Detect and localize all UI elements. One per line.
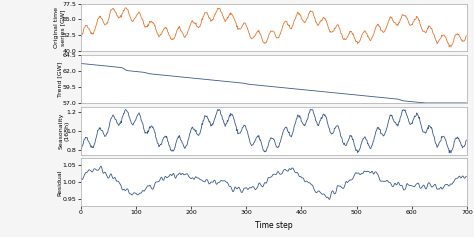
Y-axis label: Original time
series [GW]: Original time series [GW] xyxy=(55,7,65,48)
Y-axis label: Trend [GW]: Trend [GW] xyxy=(57,61,63,97)
Y-axis label: Residual: Residual xyxy=(57,169,63,196)
X-axis label: Time step: Time step xyxy=(255,221,292,230)
Y-axis label: Seasonality
(168h): Seasonality (168h) xyxy=(58,113,69,149)
